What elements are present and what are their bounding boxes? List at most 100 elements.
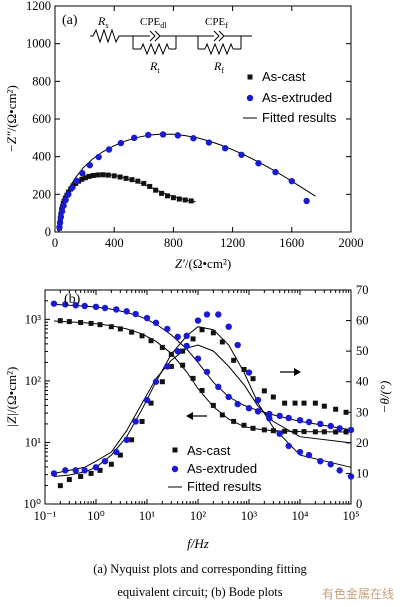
data-point-as-cast	[182, 197, 188, 203]
data-point-as-extruded	[288, 177, 295, 185]
legend-as-cast-label: As-cast	[262, 69, 306, 84]
data-point-as-extruded-modulus	[123, 308, 130, 315]
data-point-as-cast	[141, 180, 147, 186]
data-point-as-extruded	[130, 134, 138, 142]
data-point-as-extruded-phase	[132, 418, 139, 425]
data-point-as-extruded-modulus	[132, 310, 139, 318]
data-point-as-extruded	[56, 224, 63, 231]
y-right-tick-label: 50	[356, 344, 369, 358]
data-point-as-cast-phase	[159, 379, 165, 385]
data-point-as-cast-phase	[148, 400, 154, 406]
data-point-as-cast-phase	[241, 366, 247, 372]
y-right-tick-label: 60	[356, 314, 369, 328]
data-point-as-extruded-phase	[327, 461, 334, 468]
data-point-as-cast-phase	[66, 477, 72, 483]
nyquist-legend: As-cast As-extruded Fitted results	[243, 69, 337, 125]
data-point-as-extruded	[73, 177, 80, 184]
bode-ylabel-right: −θ/(°)	[377, 381, 392, 414]
y-tick-label: 600	[32, 112, 51, 126]
legend-b-as-cast-marker	[172, 447, 178, 453]
circuit-label-rf: Rf	[213, 59, 224, 75]
data-point-as-cast-modulus	[210, 402, 216, 408]
legend-b-as-cast-label: As-cast	[187, 443, 231, 458]
bode-xlabel: f/Hz	[187, 536, 209, 551]
data-point-as-cast-modulus	[250, 425, 256, 431]
data-point-as-cast-phase	[250, 376, 256, 382]
data-point-as-extruded-phase	[113, 448, 120, 456]
data-point-as-cast-modulus	[180, 362, 186, 368]
data-point-as-cast-phase	[333, 406, 339, 412]
legend-as-extruded-label: As-extruded	[262, 90, 332, 105]
data-point-as-cast-modulus	[78, 319, 84, 325]
y-right-tick-label: 40	[356, 375, 369, 389]
circuit-label-cpe-dl: CPEdl	[140, 16, 167, 30]
data-point-as-cast-modulus	[88, 320, 94, 326]
data-point-as-cast	[135, 178, 141, 184]
data-point-as-extruded-modulus	[305, 418, 313, 426]
data-point-as-extruded	[95, 153, 102, 161]
data-point-as-extruded	[272, 168, 279, 176]
data-point-as-extruded-modulus	[327, 422, 334, 430]
bode-tick-labels: 10⁻¹ 10⁰ 10¹ 10² 10³ 10⁴ 10⁵10⁰10¹10²10³010203…	[23, 283, 368, 523]
y-left-tick-label: 10⁰	[23, 497, 41, 511]
fit-line-as-cast-modulus	[53, 320, 352, 433]
x-tick-label: 10⁴	[292, 509, 309, 523]
data-point-as-extruded-modulus	[296, 416, 304, 424]
data-point-as-extruded	[65, 191, 72, 198]
x-tick-label: 10³	[241, 509, 258, 523]
data-point-as-cast	[123, 175, 129, 181]
data-point-as-extruded-phase	[152, 378, 160, 385]
legend-fit-label: Fitted results	[262, 110, 337, 125]
data-point-as-extruded	[79, 170, 86, 177]
data-point-as-cast-modulus	[108, 324, 114, 330]
data-point-as-cast-modulus	[282, 428, 288, 434]
x-tick-label: 10⁰	[87, 509, 105, 523]
data-point-as-cast-phase	[261, 388, 267, 394]
data-point-as-extruded-modulus	[101, 304, 109, 312]
data-point-as-extruded-phase	[276, 430, 283, 437]
data-point-as-extruded-modulus	[347, 426, 355, 434]
data-point-as-cast-modulus	[139, 333, 145, 339]
data-point-as-cast-phase	[343, 409, 349, 415]
y-right-tick-label: 70	[356, 283, 369, 297]
data-point-as-extruded	[105, 146, 113, 153]
data-point-as-cast-phase	[282, 400, 288, 406]
data-point-as-cast-modulus	[57, 318, 63, 324]
data-point-as-extruded	[86, 161, 93, 169]
data-point-as-extruded-modulus	[225, 393, 232, 401]
data-point-as-extruded	[60, 202, 67, 209]
data-point-as-extruded-modulus	[203, 368, 211, 376]
data-point-as-extruded-modulus	[266, 410, 273, 418]
data-point-as-cast-modulus	[312, 429, 318, 435]
data-point-as-extruded	[303, 197, 310, 205]
legend-as-cast-marker	[247, 74, 253, 80]
legend-as-extruded-marker	[246, 94, 254, 102]
data-point-as-extruded	[57, 213, 65, 221]
data-point-as-extruded-phase	[72, 467, 79, 474]
data-point-as-cast-phase	[57, 483, 63, 489]
data-point-as-extruded-phase	[296, 448, 304, 456]
data-point-as-cast-modulus	[321, 429, 327, 435]
data-point-as-cast-modulus	[97, 322, 103, 328]
data-point-as-cast-phase	[88, 470, 94, 476]
data-point-as-cast	[164, 193, 170, 199]
data-point-as-cast-modulus	[301, 429, 307, 435]
data-point-as-cast-phase	[117, 452, 123, 458]
nyquist-fit-lines	[58, 133, 316, 233]
data-point-as-extruded-modulus	[276, 412, 283, 420]
data-point-as-cast-modulus	[199, 387, 205, 393]
data-point-as-extruded-phase	[50, 470, 58, 477]
y-right-tick-label: 0	[356, 497, 362, 511]
data-point-as-cast-phase	[78, 473, 84, 479]
data-point-as-extruded-phase	[164, 363, 171, 370]
data-point-as-extruded-modulus	[62, 301, 69, 308]
data-point-as-extruded-phase	[347, 473, 355, 480]
data-point-as-cast-modulus	[129, 329, 135, 335]
data-point-as-cast	[86, 173, 92, 179]
data-point-as-extruded-modulus	[92, 303, 100, 311]
data-point-as-extruded-phase	[266, 415, 273, 422]
nyquist-ylabel: −Z″/(Ω•cm²)	[4, 85, 19, 153]
data-point-as-cast-modulus	[261, 427, 267, 433]
data-point-as-extruded	[58, 208, 66, 215]
